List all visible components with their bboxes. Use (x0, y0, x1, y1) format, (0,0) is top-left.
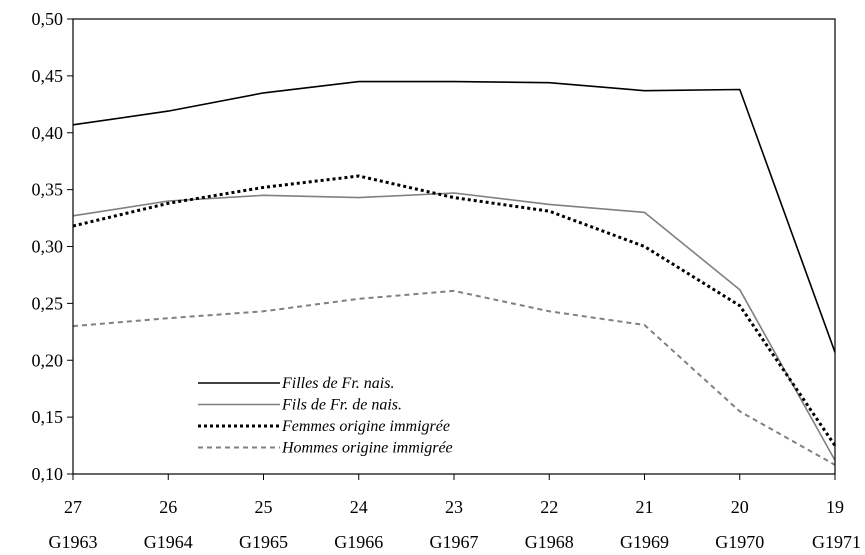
x-tick-cohort-label: G1969 (620, 532, 669, 552)
y-tick-label: 0,20 (32, 350, 64, 370)
series-line-0 (72, 80, 836, 353)
legend-label-0: Filles de Fr. nais. (281, 375, 394, 392)
legend-label-3: Hommes origine immigrée (281, 440, 453, 457)
legend-label-1: Fils de Fr. de nais. (281, 397, 402, 414)
y-axis: 0,10 0,15 0,20 0,25 0,30 0,35 0,40 0,45 0,50 (32, 9, 73, 484)
x-tick-age-label: 26 (159, 497, 177, 517)
x-tick-age-label: 25 (255, 497, 273, 517)
series-line-1 (72, 192, 836, 461)
legend: Filles de Fr. nais. Fils de Fr. de nais. F… (198, 375, 453, 457)
x-tick-age-label: 24 (350, 497, 368, 517)
x-tick-cohort-label: G1971 (812, 532, 861, 552)
x-tick-cohort-label: G1965 (239, 532, 288, 552)
x-tick-cohort-label: G1968 (525, 532, 574, 552)
series-line-3 (72, 289, 836, 466)
plot-frame (72, 18, 836, 475)
x-tick-age-label: 20 (731, 497, 749, 517)
legend-label-2: Femmes origine immigrée (281, 418, 450, 435)
x-tick-age-label: 23 (445, 497, 463, 517)
y-tick-label: 0,25 (32, 293, 64, 313)
x-tick-cohort-label: G1970 (715, 532, 764, 552)
x-tick-age-label: 22 (540, 497, 558, 517)
y-tick-label: 0,15 (32, 407, 64, 427)
y-tick-label: 0,50 (32, 9, 64, 29)
y-tick-label: 0,10 (32, 464, 64, 484)
y-tick-label: 0,30 (32, 237, 64, 257)
x-tick-cohort-label: G1966 (334, 532, 383, 552)
x-tick-age-label: 19 (826, 497, 844, 517)
y-tick-label: 0,35 (32, 180, 64, 200)
series-line-2 (72, 174, 837, 447)
series-lines (72, 80, 837, 466)
y-tick-label: 0,40 (32, 123, 64, 143)
x-tick-cohort-label: G1964 (144, 532, 193, 552)
x-tick-age-label: 21 (636, 497, 654, 517)
y-tick-label: 0,45 (32, 66, 64, 86)
x-tick-cohort-label: G1967 (430, 532, 479, 552)
x-tick-cohort-label: G1963 (49, 532, 98, 552)
x-axis: 27 G1963 26 G1964 25 G1965 24 G1966 23 G1967 22 G19… (49, 474, 861, 552)
x-tick-age-label: 27 (64, 497, 82, 517)
